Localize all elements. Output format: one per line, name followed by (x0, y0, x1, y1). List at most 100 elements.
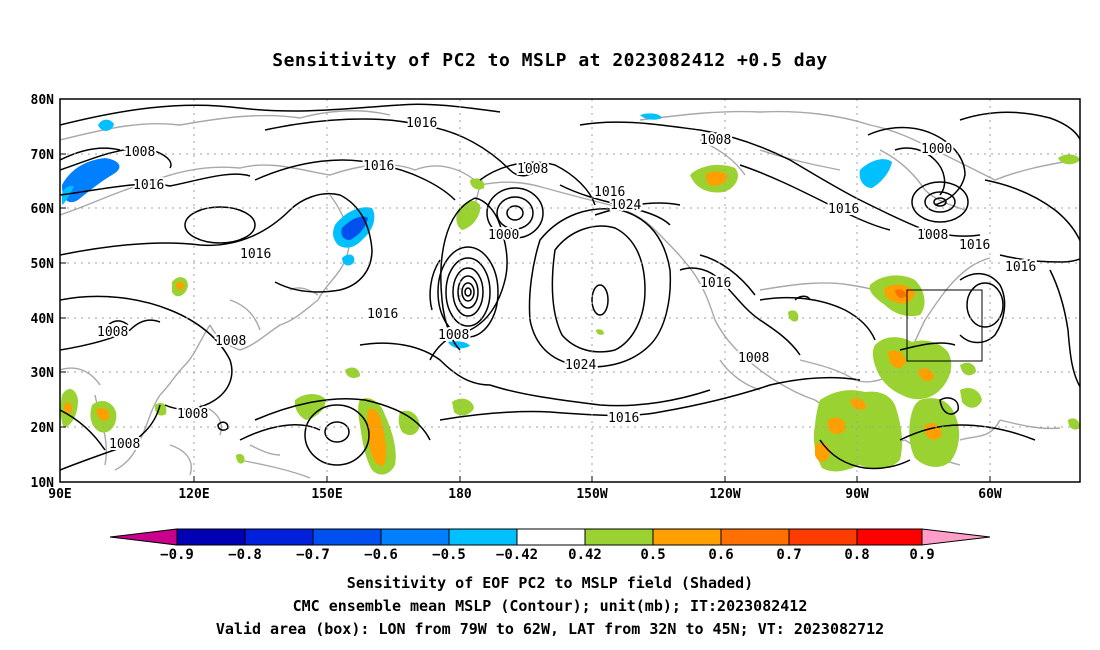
contour-label: 1016 (594, 185, 625, 200)
colorbar-segment (244, 528, 314, 546)
tick-marks (60, 98, 991, 483)
sensitivity-shading (60, 113, 1080, 475)
contour-label: 1008 (917, 228, 948, 243)
contour-label: 1016 (406, 116, 437, 131)
mslp-contours (60, 103, 1080, 471)
lat-label: 70N (31, 148, 55, 163)
map-frame (59, 98, 1081, 483)
lon-label: 180 (448, 487, 472, 502)
contour-label: 1008 (109, 437, 140, 452)
colorbar: −0.9 −0.8 −0.7 −0.6 −0.5 −0.42 0.42 0.5 … (109, 528, 991, 563)
shading-negative (342, 254, 355, 266)
shading-negative (859, 159, 892, 188)
caption-contour: CMC ensemble mean MSLP (Contour); unit(m… (292, 597, 808, 615)
shading-positive (452, 398, 474, 416)
shading-positive (236, 453, 245, 464)
colorbar-tick-label: −0.5 (432, 547, 466, 563)
contour-label: 1008 (438, 328, 469, 343)
lat-label: 60N (31, 202, 55, 217)
contour-label: 1024 (610, 198, 641, 213)
colorbar-segment (720, 528, 790, 546)
longitude-labels: 90E 120E 150E 180 150W 120W 90W 60W (48, 487, 1002, 502)
colorbar-tick-label: −0.42 (496, 547, 538, 563)
lon-label: 150E (311, 487, 342, 502)
lon-label: 90W (845, 487, 869, 502)
colorbar-tick-label: 0.42 (568, 547, 602, 563)
shading-positive (1068, 418, 1080, 430)
colorbar-segment (584, 528, 654, 546)
colorbar-tick-label: −0.6 (364, 547, 398, 563)
valid-area-box (906, 289, 983, 362)
contour-label: 1016 (828, 202, 859, 217)
colorbar-segment (380, 528, 450, 546)
shading-positive (705, 171, 728, 186)
contour-label: 1016 (959, 238, 990, 253)
shading-negative (62, 158, 120, 203)
shading-positive (850, 398, 866, 410)
caption-valid-area: Valid area (box): LON from 79W to 62W, L… (215, 620, 885, 638)
colorbar-tick-label: 0.8 (844, 547, 869, 563)
shading-positive (367, 408, 387, 466)
lon-label: 60W (978, 487, 1002, 502)
shading-positive (398, 410, 420, 436)
lat-label: 50N (31, 257, 55, 272)
shading-negative (341, 216, 368, 240)
lat-label: 20N (31, 421, 55, 436)
shading-negative (62, 185, 74, 205)
contour-label: 1000 (921, 142, 952, 157)
colorbar-segment (788, 528, 858, 546)
colorbar-segment (448, 528, 518, 546)
shading-positive (64, 402, 72, 415)
shading-positive (828, 417, 846, 434)
contour-label: 1008 (700, 133, 731, 148)
shading-negative (448, 341, 470, 349)
shading-negative (640, 113, 662, 120)
lat-label: 30N (31, 366, 55, 381)
colorbar-segment (516, 528, 586, 546)
contour-label-group: 1016 1008 1016 1016 1008 1016 1024 1000 … (95, 114, 1038, 454)
colorbar-tick-label: −0.7 (296, 547, 330, 563)
contour-label: 1016 (367, 307, 398, 322)
contour-label: 1016 (608, 411, 639, 426)
lon-label: 90E (48, 487, 71, 502)
colorbar-tick-label: 0.7 (776, 547, 801, 563)
contour-label: 1016 (700, 276, 731, 291)
caption-shaded: Sensitivity of EOF PC2 to MSLP field (Sh… (346, 574, 754, 592)
contour-label: 1008 (215, 334, 246, 349)
latitude-labels: 80N 70N 60N 50N 40N 30N 20N 10N (31, 93, 55, 491)
colorbar-segment (856, 528, 923, 546)
shading-negative (98, 119, 114, 131)
colorbar-tick-label: 0.6 (708, 547, 733, 563)
shading-positive (96, 408, 110, 421)
colorbar-tick-label: 0.9 (909, 547, 934, 563)
contour-label: 1008 (97, 325, 128, 340)
lat-label: 80N (31, 93, 55, 108)
contour-label: 1016 (133, 178, 164, 193)
colorbar-segment (176, 528, 246, 546)
contour-label: 1008 (738, 351, 769, 366)
contour-label: 1016 (240, 247, 271, 262)
colorbar-end-low (109, 528, 178, 546)
shading-positive (960, 362, 976, 376)
colorbar-segment (312, 528, 382, 546)
shading-positive (888, 350, 906, 368)
colorbar-tick-label: −0.8 (228, 547, 262, 563)
shading-positive (470, 178, 485, 190)
contour-label: 1000 (488, 228, 519, 243)
shading-positive (960, 388, 982, 408)
contour-label: 1008 (517, 162, 548, 177)
shading-positive (596, 329, 604, 335)
shading-positive (1058, 154, 1080, 165)
shading-positive (176, 281, 185, 291)
colorbar-segment (652, 528, 722, 546)
lon-label: 150W (576, 487, 607, 502)
colorbar-end-high (921, 528, 991, 546)
lon-label: 120W (709, 487, 740, 502)
lon-label: 120E (178, 487, 209, 502)
colorbar-tick-label: 0.5 (640, 547, 665, 563)
contour-label: 1016 (1005, 260, 1036, 275)
map-title: Sensitivity of PC2 to MSLP at 2023082412… (272, 50, 828, 71)
contour-label: 1008 (124, 145, 155, 160)
contour-label: 1024 (565, 358, 596, 373)
